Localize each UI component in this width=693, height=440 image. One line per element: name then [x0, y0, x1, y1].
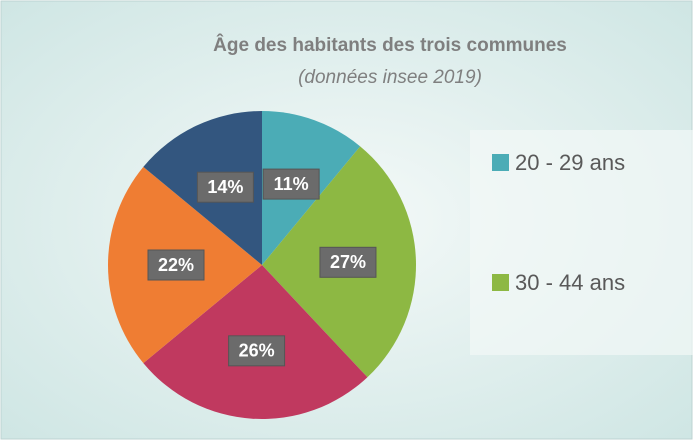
- chart-subtitle: (données insee 2019): [298, 67, 482, 88]
- data-label-box: [262, 168, 320, 200]
- chart-title: Âge des habitants des trois communes: [213, 34, 567, 56]
- data-label: 14%: [207, 177, 243, 197]
- data-label: 26%: [239, 341, 275, 361]
- data-label-box: [147, 249, 205, 281]
- data-label: 11%: [274, 174, 309, 194]
- legend-label: 30 - 44 ans: [515, 270, 625, 295]
- data-label-box: [228, 335, 286, 367]
- data-label: 27%: [330, 252, 366, 272]
- data-label: 22%: [158, 255, 194, 275]
- data-label-box: [196, 171, 254, 203]
- legend-swatch: [492, 154, 509, 171]
- data-label-box: [319, 246, 377, 278]
- legend-swatch: [492, 274, 509, 291]
- legend-label: 20 - 29 ans: [515, 150, 625, 175]
